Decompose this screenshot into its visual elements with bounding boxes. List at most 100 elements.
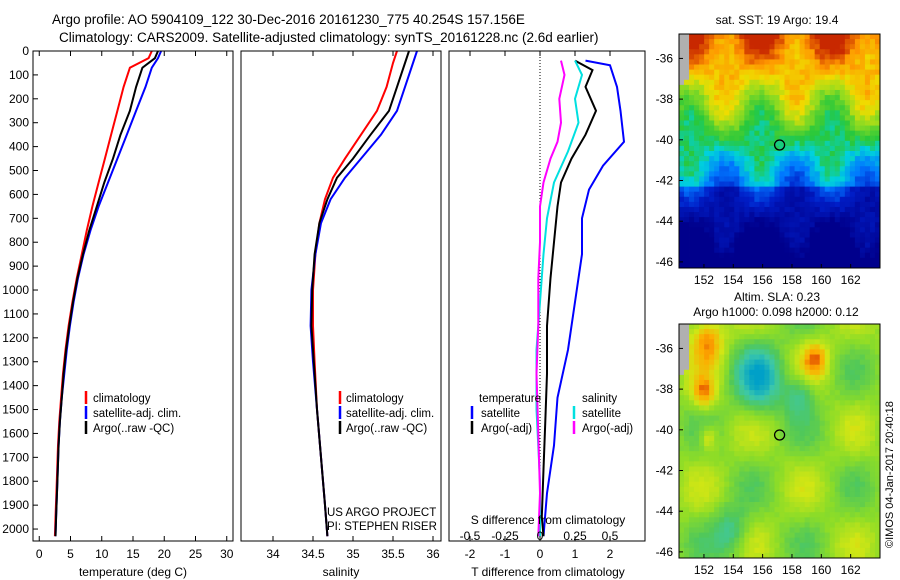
sla-map-cell bbox=[804, 435, 811, 442]
sst-map-cell bbox=[704, 34, 710, 40]
sla-map-cell bbox=[719, 339, 725, 345]
sst-map-cell bbox=[739, 217, 745, 223]
sst-map-cell bbox=[679, 44, 685, 50]
sst-map-cell bbox=[679, 201, 685, 208]
sst-map-cell bbox=[779, 191, 785, 198]
sst-map-cell bbox=[709, 247, 715, 254]
sla-map-cell bbox=[854, 364, 861, 371]
sla-map-cell bbox=[869, 334, 876, 340]
sst-map-cell bbox=[689, 44, 695, 50]
sla-map-cell bbox=[699, 405, 705, 411]
sla-map-cell bbox=[849, 354, 856, 361]
sla-map-cell bbox=[769, 400, 775, 406]
sst-map-cell bbox=[824, 34, 831, 40]
sla-map-cell bbox=[819, 486, 826, 493]
sla-map-cell bbox=[724, 532, 730, 539]
sst-map-cell bbox=[739, 64, 745, 71]
sst-map-cell bbox=[784, 110, 790, 116]
sst-map-cell bbox=[679, 257, 685, 264]
sla-map-cell bbox=[699, 400, 705, 406]
sla-map-cell bbox=[759, 425, 765, 432]
sst-map-cell bbox=[854, 176, 861, 182]
sla-map-cell bbox=[754, 344, 760, 350]
sla-map-cell bbox=[679, 461, 685, 467]
sla-map-cell bbox=[714, 339, 720, 345]
sst-map-cell bbox=[739, 161, 745, 167]
sst-map-cell bbox=[724, 247, 730, 254]
sla-map-cell bbox=[809, 395, 816, 401]
sst-map-cell bbox=[834, 105, 841, 111]
sla-map-cell bbox=[809, 496, 816, 503]
sst-map-cell bbox=[684, 64, 690, 71]
sla-map-cell bbox=[759, 537, 765, 544]
sst-map-cell bbox=[749, 176, 755, 182]
sst-map-cell bbox=[734, 110, 740, 116]
sst-map-cell bbox=[839, 64, 846, 71]
sst-map-cell bbox=[759, 237, 765, 243]
sst-map-cell bbox=[704, 89, 710, 96]
sla-map-cell bbox=[869, 359, 876, 366]
sst-map-cell bbox=[819, 84, 826, 91]
sst-map-cell bbox=[709, 262, 715, 269]
sst-map-cell bbox=[819, 49, 826, 55]
sst-map-cell bbox=[679, 120, 685, 126]
sla-map-cell bbox=[789, 344, 795, 350]
sla-map-cell bbox=[774, 349, 780, 355]
sst-map-cell bbox=[869, 212, 876, 218]
sst-map-cell bbox=[689, 237, 695, 243]
sst-map-cell bbox=[869, 140, 876, 147]
sst-map-cell bbox=[684, 59, 690, 65]
sst-map-cell bbox=[844, 140, 851, 147]
sla-map-cell bbox=[814, 359, 821, 366]
sst-map-cell bbox=[814, 171, 821, 177]
sla-map-cell bbox=[804, 456, 811, 462]
sla-map-cell bbox=[824, 512, 831, 518]
sst-map-cell bbox=[789, 110, 795, 116]
sst-map-cell bbox=[819, 64, 826, 71]
sst-map-cell bbox=[779, 156, 785, 162]
sst-map-cell bbox=[749, 171, 755, 177]
sla-map-cell bbox=[799, 461, 806, 467]
sst-map-cell bbox=[739, 247, 745, 254]
sla-map-cell bbox=[869, 425, 876, 432]
sst-map-cell bbox=[869, 89, 876, 96]
sla-map-cell bbox=[694, 374, 700, 381]
sla-map-cell bbox=[729, 374, 735, 381]
sst-map-cell bbox=[839, 34, 846, 40]
sst-map-cell bbox=[769, 186, 775, 193]
sla-map-cell bbox=[819, 425, 826, 432]
sst-map-cell bbox=[744, 39, 750, 45]
sla-map-cell bbox=[694, 435, 700, 442]
sst-map-cell bbox=[854, 186, 861, 193]
sla-map-cell bbox=[784, 502, 790, 508]
sla-map-cell bbox=[719, 430, 725, 437]
sst-map-cell bbox=[814, 181, 821, 188]
sla-map-cell bbox=[789, 537, 795, 544]
sla-map-cell bbox=[809, 324, 816, 330]
sst-map-cell bbox=[869, 100, 876, 106]
sst-map-cell bbox=[874, 201, 881, 208]
sla-map-cell bbox=[819, 532, 826, 539]
sla-map-cell bbox=[804, 512, 811, 518]
sla-map-cell bbox=[779, 446, 785, 452]
sst-map-cell bbox=[849, 186, 856, 193]
sla-map-cell bbox=[854, 512, 861, 518]
sla-map-cell bbox=[839, 456, 846, 462]
sla-map-cell bbox=[704, 491, 710, 498]
sst-map-cell bbox=[834, 156, 841, 162]
temperature-ytick-label: 100 bbox=[9, 68, 29, 82]
difference-xtick-label: 0 bbox=[537, 547, 544, 561]
sst-map-cell bbox=[799, 212, 806, 218]
sla-map-cell bbox=[799, 552, 806, 559]
sla-map-cell bbox=[789, 507, 795, 513]
sla-map-cell bbox=[729, 496, 735, 503]
sst-map-cell bbox=[729, 171, 735, 177]
sla-map-cell bbox=[684, 390, 690, 396]
sla-map-cell bbox=[864, 425, 871, 432]
s-difference-xtick-label: -0.5 bbox=[460, 529, 481, 543]
sla-map-cell bbox=[694, 385, 700, 391]
sla-map-cell bbox=[864, 349, 871, 355]
sst-map-cell bbox=[859, 247, 866, 254]
sla-map-cell bbox=[739, 410, 745, 416]
sla-map-cell bbox=[764, 517, 770, 523]
